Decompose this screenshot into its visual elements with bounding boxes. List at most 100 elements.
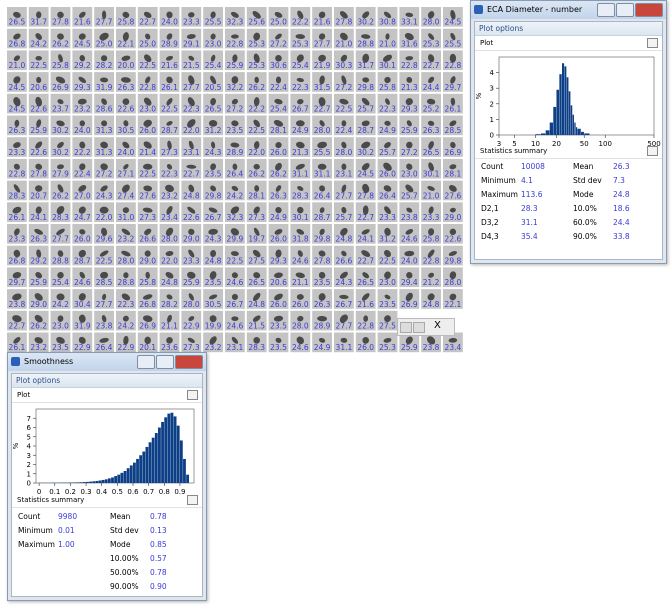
bar [170,412,174,483]
particle [12,272,22,279]
thumbnail-nav[interactable]: X [397,318,455,336]
close[interactable] [635,3,663,17]
particle-value: 29.7 [445,83,462,92]
particle [210,163,217,171]
bar [151,437,155,483]
particle [101,120,108,127]
particle-value: 27.9 [52,170,69,179]
particle [448,338,458,343]
particle-value: 23.2 [30,343,47,352]
stats-column: Mean 0.78 Std dev 0.13 Mode 0.85 10.00% 0.57 50.… [110,510,200,591]
title-bar: ECA Diameter - number [471,1,666,19]
particle-value: 25.3 [292,39,309,48]
particle-value: 25.9 [401,126,418,135]
x-tick-label: 0.2 [65,488,76,496]
particle [121,250,131,257]
particle-value: 25.7 [401,191,418,200]
bar [101,479,105,483]
prev-button[interactable] [400,322,412,333]
particle [13,55,21,62]
particle-value: 23.0 [401,170,418,179]
particle [319,207,325,214]
minimize[interactable] [597,3,615,17]
particle-value: 28.3 [292,191,309,200]
particle [297,315,304,322]
particle-value: 31.7 [357,61,374,70]
particle-value: 26.5 [205,105,222,114]
particle-value: 24.5 [357,170,374,179]
particle-value: 31.8 [292,235,309,244]
particle [340,54,348,62]
particle-value: 22.0 [96,213,113,222]
particle [12,315,22,323]
particle-value: 26.0 [270,148,287,157]
particle [13,249,21,258]
particle-value: 24.9 [292,126,309,135]
particle-value: 23.3 [9,235,26,244]
particle [275,162,282,171]
particle-value: 25.8 [118,18,135,27]
close-button[interactable]: X [434,320,441,331]
particle-value: 29.1 [183,39,200,48]
minimize[interactable] [137,355,155,369]
stat-value: 0.78 [150,512,167,521]
particle-value: 28.2 [161,300,178,309]
particle [100,141,108,149]
particle [78,33,86,40]
x-tick-label: 0.4 [96,488,108,496]
stat-row: Minimum 4.1 [481,174,533,188]
particle [361,34,371,39]
particle-value: 25.0 [96,39,113,48]
collapse[interactable] [187,390,198,400]
bar [117,474,121,483]
stat-value: 24.4 [613,218,630,227]
particle-value: 31.9 [74,322,91,331]
particle-value: 23.4 [161,213,178,222]
x-tick-label: 0.7 [143,488,154,496]
y-tick-label: 3 [490,85,494,93]
bar [104,479,108,483]
particle [208,294,218,300]
particle-value: 26.0 [292,300,309,309]
particle-value: 27.3 [248,213,265,222]
particle [102,293,107,301]
particle-value: 22.5 [139,61,156,70]
particle [142,315,153,322]
close[interactable] [175,355,203,369]
particle-value: 23.1 [183,148,200,157]
particle-value: 19.9 [205,322,222,331]
stat-label: Std dev [573,176,602,185]
particle [167,314,172,323]
stat-row: D2,1 28.3 [481,202,538,216]
particle [187,271,196,279]
collapse[interactable] [647,38,658,48]
particle [404,250,415,257]
particle-value: 24.0 [161,18,178,27]
particle [427,186,435,191]
particle [36,76,42,84]
next-button[interactable] [413,322,425,333]
particle [295,141,305,149]
particle [231,120,239,127]
particle-value: 28.0 [161,235,178,244]
particle-value: 26.2 [270,170,287,179]
collapse[interactable] [187,495,198,505]
particle-value: 30.5 [118,126,135,135]
bar [73,482,77,483]
particle [297,250,303,257]
particle [57,164,64,170]
maximize[interactable] [616,3,634,17]
particle [448,185,457,192]
particle [167,140,172,150]
particle [56,228,65,236]
particle [231,272,238,279]
particle [231,34,239,39]
particle-value: 26.1 [161,83,178,92]
particle [230,228,239,236]
maximize[interactable] [156,355,174,369]
particle [319,120,325,127]
collapse[interactable] [647,146,658,156]
particle [120,77,131,83]
particle-value: 28.7 [314,213,331,222]
particle-value: 26.0 [139,126,156,135]
